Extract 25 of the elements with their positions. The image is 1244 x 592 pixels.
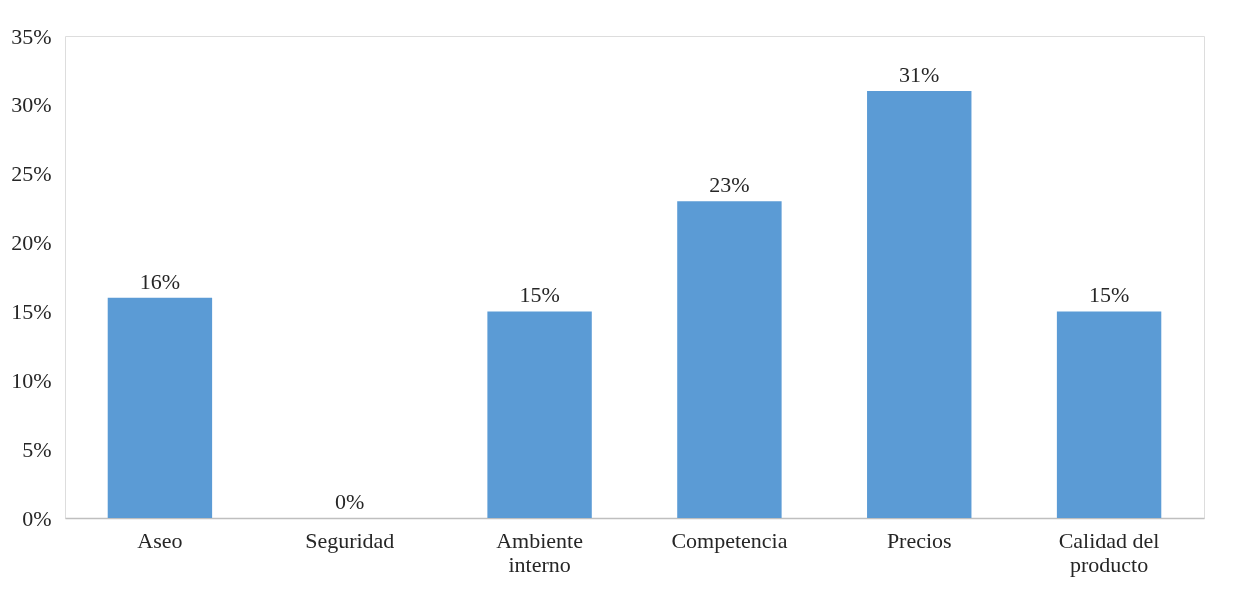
data-label: 16% <box>139 268 181 294</box>
x-tick-label: Precios <box>886 527 952 553</box>
x-tick-label: Ambiente interno <box>496 527 583 577</box>
data-label: 23% <box>709 172 750 198</box>
data-label: 15% <box>1088 282 1130 308</box>
y-tick-label: 20% <box>11 230 52 256</box>
y-tick-label: 15% <box>11 298 52 324</box>
y-tick-label: 30% <box>11 92 52 118</box>
y-tick-label: 35% <box>11 23 52 49</box>
bar <box>487 311 592 518</box>
bar <box>867 91 972 518</box>
y-tick-label: 25% <box>11 161 52 187</box>
bar <box>677 201 782 518</box>
x-tick-label: Competencia <box>671 527 788 553</box>
bar <box>1056 311 1162 518</box>
y-tick-label: 0% <box>22 505 52 531</box>
data-label: 0% <box>335 489 365 514</box>
data-label: 15% <box>519 282 560 308</box>
bar <box>107 297 213 518</box>
x-tick-label: Calidad del producto <box>1058 527 1160 577</box>
y-tick-label: 10% <box>11 367 52 393</box>
y-tick-label: 5% <box>22 436 52 462</box>
data-label: 31% <box>899 62 940 88</box>
x-tick-label: Seguridad <box>305 527 395 553</box>
x-tick-label: Aseo <box>137 527 183 553</box>
